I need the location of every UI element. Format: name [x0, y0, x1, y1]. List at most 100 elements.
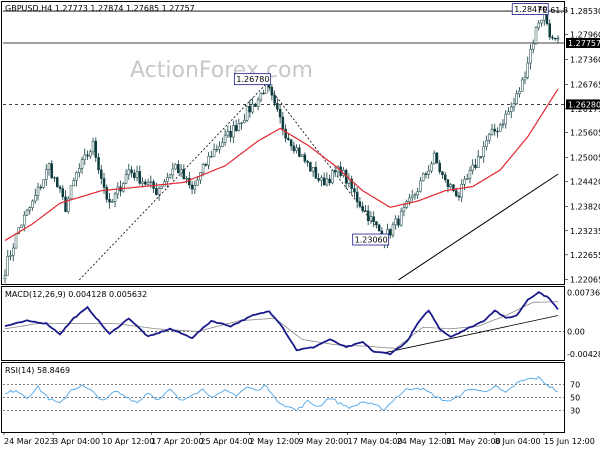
candle-body: [78, 168, 81, 173]
candle-body: [245, 105, 249, 121]
rsi-plot: [3, 376, 564, 412]
price-tick-label: 1.25005: [570, 153, 600, 162]
candle-body: [3, 275, 7, 279]
candle-body: [457, 195, 461, 198]
candle-body: [56, 177, 59, 188]
candle-body: [218, 146, 221, 150]
candle-body: [399, 210, 403, 226]
candle-body: [548, 23, 551, 38]
candle-body: [190, 184, 194, 190]
axes: 1.285301.279601.273601.267651.261751.256…: [3, 7, 600, 446]
x-tick-label: 17 Apr 20:00: [151, 437, 203, 446]
candle-body: [512, 103, 516, 108]
candle-body: [537, 22, 540, 28]
candle-body: [12, 247, 15, 256]
candle-body: [405, 201, 408, 208]
candle-body: [531, 43, 535, 50]
candle-body: [185, 177, 188, 180]
candle-body: [427, 170, 430, 175]
candle-body: [232, 125, 235, 138]
candle-body: [501, 123, 505, 126]
annotation-label-2: 1.28470: [514, 5, 547, 14]
candle-body: [430, 163, 433, 172]
candle-body: [300, 154, 304, 157]
candle-body: [460, 183, 463, 198]
candle-body: [58, 186, 62, 189]
candle-body: [50, 163, 54, 179]
macd-tick-label: -0.004286: [567, 350, 600, 359]
candle-body: [454, 190, 458, 197]
candle-body: [284, 128, 287, 139]
candle-body: [333, 170, 337, 173]
candle-body: [80, 159, 84, 169]
price-tick-label: 1.24420: [570, 178, 600, 187]
candle-body: [69, 185, 73, 200]
price-tick-label: 1.28530: [570, 7, 600, 16]
candle-body: [193, 184, 197, 190]
candle-body: [89, 151, 92, 157]
candle-body: [325, 178, 329, 186]
candle-body: [449, 184, 452, 188]
candle-body: [523, 77, 527, 81]
candle-body: [498, 124, 502, 132]
candle-body: [182, 169, 186, 180]
rsi-line: [4, 376, 559, 412]
price-tick-label: 1.23820: [570, 202, 600, 211]
candle-body: [166, 177, 169, 182]
candle-body: [113, 193, 117, 202]
candle-body: [507, 111, 510, 115]
candle-body: [34, 195, 37, 202]
moving-average-line: [4, 88, 559, 242]
candle-body: [553, 37, 557, 40]
candle-body: [105, 187, 109, 200]
candle-body: [160, 185, 164, 189]
candle-body: [141, 181, 144, 184]
candle-body: [138, 171, 142, 184]
candle-body: [254, 103, 257, 107]
candle-body: [394, 218, 397, 226]
candle-body: [504, 113, 507, 125]
candle-body: [251, 103, 254, 113]
candle-body: [408, 197, 411, 202]
candle-body: [358, 201, 362, 207]
candle-body: [328, 178, 331, 184]
trendline-0: [398, 173, 559, 281]
macd-trendline: [384, 315, 559, 354]
candle-body: [287, 138, 290, 140]
candle-body: [20, 224, 23, 228]
annotation-box-2: [511, 3, 549, 15]
candle-body: [229, 130, 232, 138]
candle-body: [83, 154, 87, 160]
candle-body: [534, 27, 538, 44]
x-tick-label: 3 Apr 04:00: [53, 437, 100, 446]
candle-body: [355, 191, 359, 202]
candle-body: [292, 145, 296, 152]
candle-body: [471, 164, 474, 171]
macd-plot: [3, 291, 564, 356]
x-tick-label: 25 Apr 04:00: [200, 437, 252, 446]
candle-body: [520, 79, 524, 92]
candle-body: [317, 178, 320, 181]
candle-body: [14, 233, 18, 249]
candle-body: [221, 142, 224, 147]
candle-body: [174, 164, 177, 170]
price-marker-label-0: 1.27757: [568, 39, 600, 48]
candle-body: [452, 184, 455, 192]
rsi-label: RSI(14) 58.8469: [5, 366, 70, 375]
candle-body: [372, 216, 375, 222]
candle-body: [529, 48, 532, 64]
candle-body: [72, 179, 76, 187]
candle-body: [64, 196, 67, 212]
candle-body: [127, 169, 131, 175]
candle-body: [295, 147, 298, 152]
candle-body: [487, 134, 491, 141]
candle-body: [509, 106, 513, 112]
x-tick-label: 10 Apr 12:00: [102, 437, 154, 446]
candle-body: [146, 182, 150, 185]
candle-body: [441, 171, 444, 176]
price-marker-box-1: [566, 99, 600, 110]
candle-body: [289, 139, 293, 147]
x-tick-label: 31 May 20:00: [446, 437, 501, 446]
x-tick-label: 9 May 20:00: [299, 437, 349, 446]
